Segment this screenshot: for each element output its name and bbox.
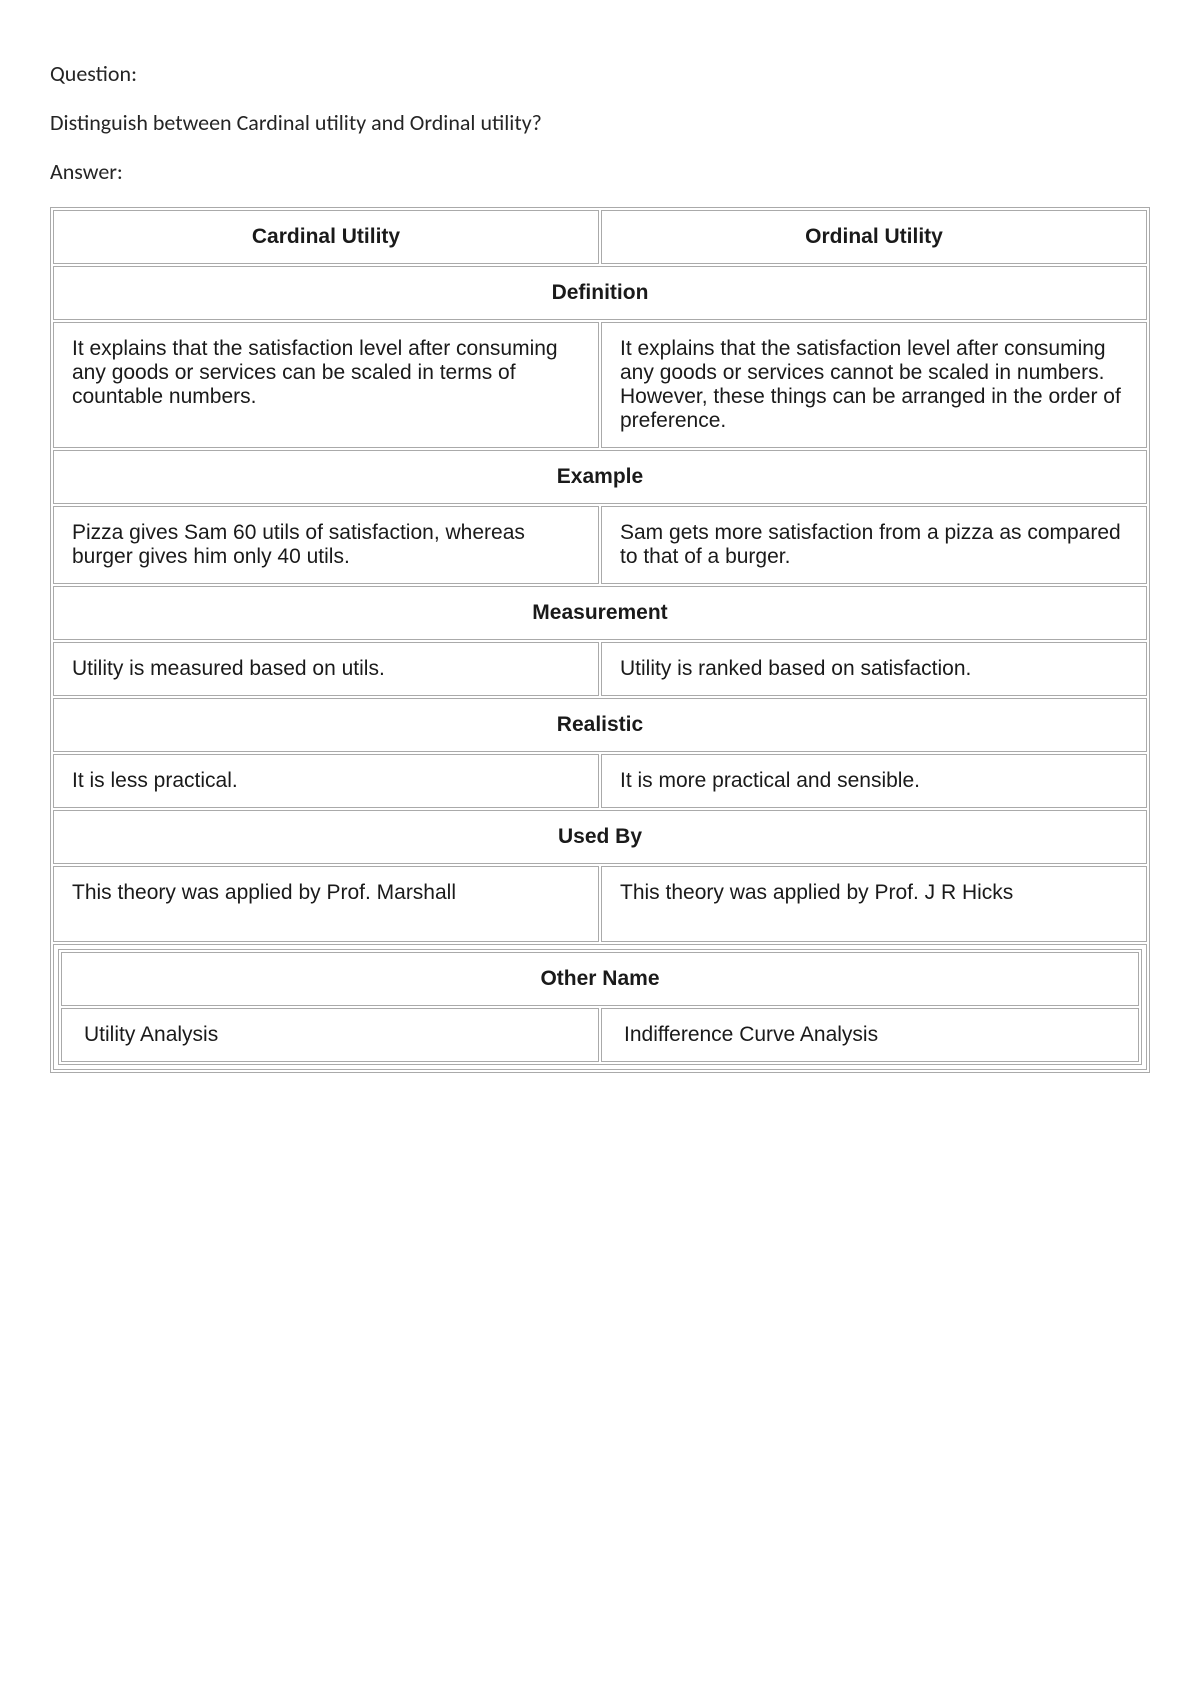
cell-cardinal-definition: It explains that the satisfaction level … <box>53 322 599 448</box>
inner-table-container-row: Other Name Utility Analysis Indifference… <box>53 944 1147 1070</box>
cell-ordinal-example: Sam gets more satisfaction from a pizza … <box>601 506 1147 584</box>
table-header-row: Cardinal Utility Ordinal Utility <box>53 210 1147 264</box>
table-row: It is less practical. It is more practic… <box>53 754 1147 808</box>
cell-cardinal-realistic: It is less practical. <box>53 754 599 808</box>
question-text: Distinguish between Cardinal utility and… <box>50 109 1150 136</box>
cell-ordinal-realistic: It is more practical and sensible. <box>601 754 1147 808</box>
cell-ordinal-othername: Indifference Curve Analysis <box>601 1008 1139 1062</box>
cell-cardinal-usedby: This theory was applied by Prof. Marshal… <box>53 866 599 942</box>
category-label: Realistic <box>53 698 1147 752</box>
table-row: Utility is measured based on utils. Util… <box>53 642 1147 696</box>
table-row: Pizza gives Sam 60 utils of satisfaction… <box>53 506 1147 584</box>
category-row-usedby: Used By <box>53 810 1147 864</box>
cell-ordinal-measurement: Utility is ranked based on satisfaction. <box>601 642 1147 696</box>
cell-ordinal-definition: It explains that the satisfaction level … <box>601 322 1147 448</box>
category-row-measurement: Measurement <box>53 586 1147 640</box>
table-row: Utility Analysis Indifference Curve Anal… <box>61 1008 1139 1062</box>
cell-cardinal-measurement: Utility is measured based on utils. <box>53 642 599 696</box>
cell-cardinal-example: Pizza gives Sam 60 utils of satisfaction… <box>53 506 599 584</box>
table-row: It explains that the satisfaction level … <box>53 322 1147 448</box>
category-label: Measurement <box>53 586 1147 640</box>
category-row-definition: Definition <box>53 266 1147 320</box>
comparison-table: Cardinal Utility Ordinal Utility Definit… <box>50 207 1150 1073</box>
category-label: Example <box>53 450 1147 504</box>
category-row-example: Example <box>53 450 1147 504</box>
column-header-cardinal: Cardinal Utility <box>53 210 599 264</box>
cell-cardinal-othername: Utility Analysis <box>61 1008 599 1062</box>
inner-table-container-cell: Other Name Utility Analysis Indifference… <box>53 944 1147 1070</box>
question-label: Question: <box>50 60 1150 87</box>
category-label: Definition <box>53 266 1147 320</box>
category-row-realistic: Realistic <box>53 698 1147 752</box>
cell-ordinal-usedby: This theory was applied by Prof. J R Hic… <box>601 866 1147 942</box>
column-header-ordinal: Ordinal Utility <box>601 210 1147 264</box>
answer-label: Answer: <box>50 158 1150 185</box>
inner-table: Other Name Utility Analysis Indifference… <box>58 949 1142 1065</box>
category-label: Other Name <box>61 952 1139 1006</box>
category-row-othername: Other Name <box>61 952 1139 1006</box>
table-row: This theory was applied by Prof. Marshal… <box>53 866 1147 942</box>
category-label: Used By <box>53 810 1147 864</box>
